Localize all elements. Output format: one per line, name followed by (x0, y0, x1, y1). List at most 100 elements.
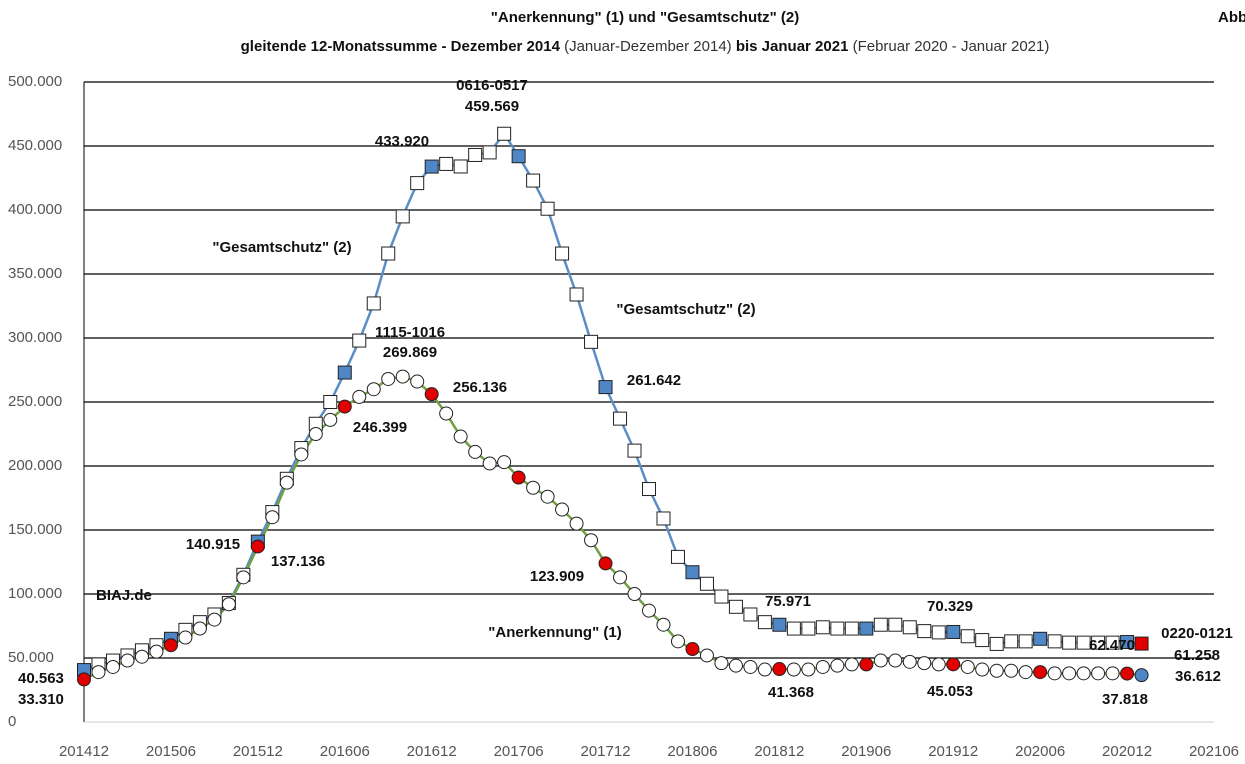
y-tick-label: 250.000 (8, 393, 62, 410)
data-label: 36.612 (1175, 668, 1221, 685)
x-tick-label: 201506 (146, 743, 196, 760)
x-tick-label: 201806 (667, 743, 717, 760)
data-point (540, 201, 555, 216)
data-label: 45.053 (927, 683, 973, 700)
data-point (337, 399, 352, 414)
data-point (801, 662, 816, 677)
x-tick-label: 201706 (494, 743, 544, 760)
data-point (105, 659, 120, 674)
data-point (815, 659, 830, 674)
y-tick-label: 500.000 (8, 73, 62, 90)
data-point (772, 662, 787, 677)
data-point (685, 642, 700, 657)
data-label: 62.470 (1089, 637, 1135, 654)
x-tick-label: 201906 (841, 743, 891, 760)
data-point (989, 636, 1004, 651)
y-tick-label: 100.000 (8, 585, 62, 602)
data-point (1018, 634, 1033, 649)
x-tick-label: 201606 (320, 743, 370, 760)
data-point (308, 427, 323, 441)
data-point (1105, 635, 1120, 650)
data-point (917, 656, 932, 671)
data-point (670, 549, 685, 564)
data-point (1076, 666, 1091, 681)
data-label: 40.563 (18, 670, 64, 687)
data-point (873, 617, 888, 632)
data-point (1033, 665, 1048, 680)
data-point (598, 556, 613, 571)
x-tick-label: 201612 (407, 743, 457, 760)
data-point (555, 502, 570, 517)
data-point (149, 644, 164, 659)
data-point (1105, 666, 1120, 681)
data-point (714, 589, 729, 604)
series-name-label: "Gesamtschutz" (2) (616, 301, 755, 318)
data-point (453, 429, 468, 444)
data-point (395, 209, 410, 224)
data-point (786, 662, 801, 677)
data-point (207, 612, 222, 627)
data-point (815, 620, 830, 635)
data-label: 256.136 (453, 379, 507, 396)
data-point (714, 656, 729, 671)
data-point (844, 621, 859, 636)
data-point (410, 374, 425, 389)
data-point (439, 156, 454, 171)
data-point (192, 621, 207, 636)
data-point (279, 475, 294, 490)
data-point (873, 653, 888, 668)
data-point (526, 480, 541, 495)
data-label: 433.920 (375, 133, 429, 150)
data-point (424, 159, 439, 174)
series-name-label: "Anerkennung" (1) (488, 624, 621, 641)
data-point (844, 657, 859, 672)
data-point (1062, 666, 1077, 681)
data-point (830, 621, 845, 636)
data-point (555, 246, 570, 261)
annotation: 0616-0517 (456, 77, 528, 94)
data-point (1076, 635, 1091, 650)
data-point (1091, 666, 1106, 681)
data-point (801, 621, 816, 636)
data-point (569, 516, 584, 531)
data-point (381, 246, 396, 261)
data-point (468, 444, 483, 459)
data-point (366, 382, 381, 397)
y-tick-label: 350.000 (8, 265, 62, 282)
data-point (221, 597, 236, 612)
data-point (656, 511, 671, 526)
data-label: 140.915 (186, 536, 240, 553)
data-point (743, 607, 758, 622)
annotation: 1115-1016 (375, 324, 445, 341)
data-point (975, 633, 990, 648)
data-point (888, 617, 903, 632)
data-point (323, 395, 338, 409)
data-point (294, 447, 309, 462)
data-label: 70.329 (927, 598, 973, 615)
data-label: 459.569 (465, 98, 519, 115)
y-tick-label: 450.000 (8, 137, 62, 154)
chart-subtitle: gleitende 12-Monatssumme - Dezember 2014… (241, 38, 1050, 55)
data-point (410, 176, 425, 191)
data-point (511, 149, 526, 164)
chart-title: "Anerkennung" (1) und "Gesamtschutz" (2) (491, 9, 799, 26)
data-point (902, 654, 917, 669)
data-label: 37.818 (1102, 691, 1148, 708)
subtitle-part: (Februar 2020 - Januar 2021) (853, 38, 1050, 55)
data-point (1091, 635, 1106, 650)
data-label: 75.971 (765, 593, 811, 610)
data-point (584, 533, 599, 548)
data-point (685, 565, 700, 580)
data-point (670, 634, 685, 649)
x-tick-label: 201812 (754, 743, 804, 760)
data-point (453, 159, 468, 174)
data-point (743, 659, 758, 674)
x-tick-label: 202106 (1189, 743, 1239, 760)
data-point (642, 482, 656, 497)
data-point (497, 126, 512, 141)
y-tick-label: 0 (8, 713, 16, 730)
data-point (960, 629, 975, 644)
data-point (323, 412, 338, 427)
